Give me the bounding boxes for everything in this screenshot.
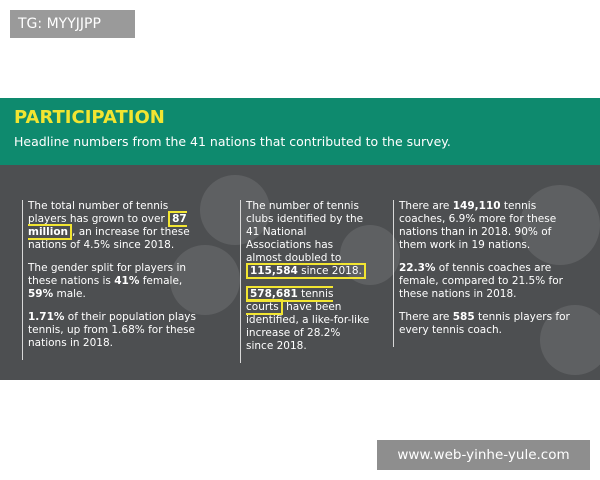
subtitle: Headline numbers from the 41 nations tha…: [14, 134, 451, 149]
text: tennis players for every tennis coach.: [399, 311, 570, 336]
text: There are: [399, 311, 453, 323]
highlight: 87 million: [28, 211, 187, 240]
ball: [170, 245, 240, 315]
banner: PARTICIPATION Headline numbers from the …: [0, 98, 600, 165]
text: The gender split for players in these na…: [28, 262, 187, 287]
ball: [340, 225, 400, 285]
figure: 22.3%: [399, 262, 436, 274]
text: The number of tennis clubs identified by…: [246, 200, 364, 264]
paragraph: The number of tennis clubs identified by…: [246, 200, 371, 279]
text: tennis courts: [246, 288, 334, 313]
column: The number of tennis clubs identified by…: [240, 200, 371, 363]
paragraph: The gender split for players in these na…: [28, 262, 198, 301]
figure: 59%: [28, 288, 54, 300]
paragraph: The total number of tennis players has g…: [28, 200, 198, 252]
title: PARTICIPATION: [14, 107, 165, 128]
ball: [200, 175, 270, 245]
paragraph: 22.3% of tennis coaches are female, comp…: [399, 262, 574, 301]
figure: 578,681: [250, 288, 298, 300]
text: The total number of tennis players has g…: [28, 200, 169, 225]
figure: 149,110: [452, 200, 501, 212]
watermark: www.web-yinhe-yule.com: [377, 440, 590, 470]
text: female,: [139, 275, 183, 287]
paragraph: 1.71% of their population plays tennis, …: [28, 311, 198, 350]
text: of tennis coaches are female, compared t…: [399, 262, 563, 300]
tag-label: TG: MYYJJPP: [10, 10, 135, 38]
text: tennis coaches, 6.9% more for these nati…: [399, 200, 557, 251]
panel: The total number of tennis players has g…: [0, 165, 600, 380]
figure: 585: [452, 311, 475, 323]
ball: [520, 185, 600, 265]
text: since 2018.: [297, 265, 362, 277]
paragraph: 578,681 tennis courts have been identifi…: [246, 286, 371, 353]
figure: 1.71%: [28, 311, 65, 323]
figure: 41%: [114, 275, 140, 287]
column: There are 149,110 tennis coaches, 6.9% m…: [393, 200, 574, 347]
text: have been identified, a like-for-like in…: [246, 301, 370, 352]
paragraph: There are 149,110 tennis coaches, 6.9% m…: [399, 200, 574, 252]
ball: [540, 305, 600, 375]
text: There are: [399, 200, 453, 212]
text: male.: [53, 288, 86, 300]
paragraph: There are 585 tennis players for every t…: [399, 311, 574, 337]
highlight: 115,584 since 2018.: [246, 263, 366, 279]
figure: 115,584: [250, 265, 298, 277]
text: of their population plays tennis, up fro…: [28, 311, 196, 349]
column: The total number of tennis players has g…: [22, 200, 198, 360]
text: , an increase for these nations of 4.5% …: [28, 226, 190, 251]
highlight: 578,681 tennis courts: [246, 286, 334, 315]
